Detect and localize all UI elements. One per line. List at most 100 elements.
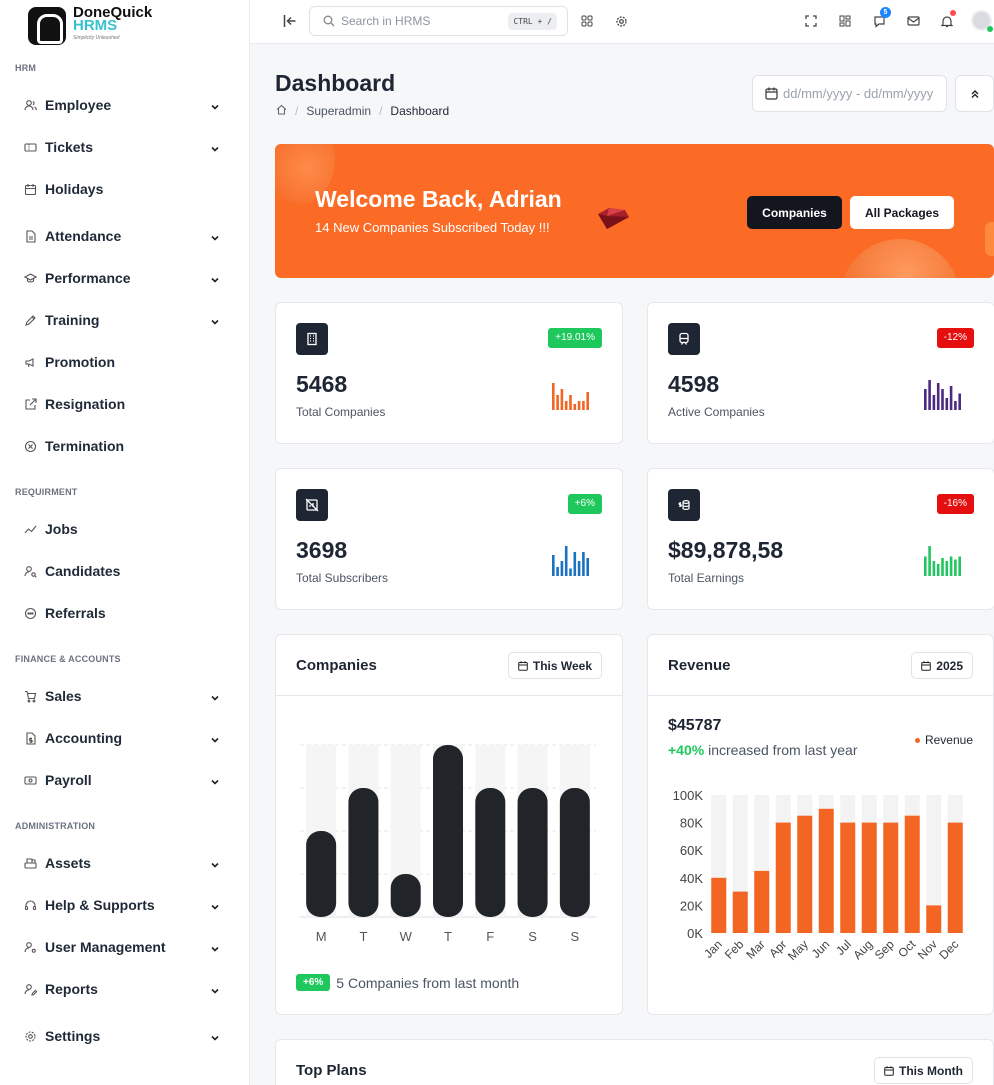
sidebar-item-assets[interactable]: Assets: [24, 852, 224, 874]
revenue-bar: [947, 822, 963, 933]
stat-card-total-subscribers: +6% 3698 Total Subscribers: [275, 468, 623, 610]
chevrons-up-icon: [971, 89, 978, 98]
revenue-growth-text: increased from last year: [708, 742, 858, 758]
chevron-down-icon[interactable]: [210, 690, 220, 708]
sidebar-item-payroll[interactable]: Payroll: [24, 769, 224, 791]
sidebar-item-attendance[interactable]: Attendance: [24, 225, 224, 247]
sidebar-item-referrals[interactable]: Referrals: [24, 602, 224, 624]
stat-card-active-companies: -12% 4598 Active Companies: [647, 302, 994, 444]
sidebar-item-performance[interactable]: Performance: [24, 267, 224, 289]
settings-gear-icon[interactable]: [613, 13, 629, 29]
sidebar-item-termination[interactable]: Termination: [24, 435, 224, 457]
chevron-down-icon[interactable]: [210, 774, 220, 792]
companies-x-label: W: [400, 929, 413, 944]
sidebar-item-label: Assets: [45, 855, 91, 871]
sidebar-item-holidays[interactable]: Holidays: [24, 178, 224, 200]
home-icon[interactable]: [276, 104, 287, 118]
stat-change-badge: -16%: [936, 494, 974, 514]
chevron-down-icon[interactable]: [210, 732, 220, 750]
sidebar-item-tickets[interactable]: Tickets: [24, 136, 224, 158]
sidebar-item-candidates[interactable]: Candidates: [24, 560, 224, 582]
collapse-sidebar-icon[interactable]: [282, 13, 298, 29]
search-input[interactable]: Search in HRMS CTRL + /: [309, 6, 568, 36]
search-icon: [323, 15, 335, 27]
apps-grid-icon[interactable]: [579, 13, 595, 29]
sidebar-item-jobs[interactable]: Jobs: [24, 518, 224, 540]
chevron-down-icon[interactable]: [210, 899, 220, 917]
revenue-bar: [775, 822, 791, 933]
revenue-y-tick: 20K: [680, 898, 703, 913]
sidebar-item-label: Payroll: [45, 772, 92, 788]
revenue-bar: [840, 822, 856, 933]
revenue-x-label: Oct: [895, 937, 919, 961]
chevron-down-icon[interactable]: [210, 314, 220, 332]
chevron-down-icon[interactable]: [210, 99, 220, 117]
sparkline-bar: [560, 389, 564, 410]
companies-button[interactable]: Companies: [747, 196, 842, 229]
companies-bar: [433, 745, 463, 917]
chevron-down-icon[interactable]: [210, 941, 220, 959]
sparkline-bar: [932, 561, 936, 576]
sidebar-section-administration: ADMINISTRATION: [15, 821, 96, 831]
avatar[interactable]: [971, 10, 993, 32]
sidebar-item-label: Sales: [45, 688, 82, 704]
sidebar-item-user-management[interactable]: User Management: [24, 936, 224, 958]
sparkline-bar: [941, 389, 944, 410]
revenue-year-filter[interactable]: 2025: [911, 652, 973, 679]
sidebar-item-reports[interactable]: Reports: [24, 978, 224, 1000]
collapse-header-button[interactable]: [955, 75, 994, 112]
sparkline-bar: [924, 556, 927, 576]
chevron-down-icon[interactable]: [210, 1030, 220, 1048]
sidebar-item-training[interactable]: Training: [24, 309, 224, 331]
breadcrumb-superadmin[interactable]: Superadmin: [306, 104, 372, 118]
stat-value: 4598: [668, 371, 720, 397]
revenue-x-label: Apr: [766, 937, 789, 960]
app-logo[interactable]: DoneQuick HRMS Simplicity Unleashed: [28, 5, 152, 45]
sidebar-item-label: Reports: [45, 981, 98, 997]
chat-icon[interactable]: 5: [871, 7, 891, 29]
sparkline-bar: [552, 383, 555, 410]
companies-chart-card: Companies This Week M T W T F S S +6% 5 Compan…: [275, 634, 623, 1015]
ticket-icon: [24, 141, 37, 154]
date-range-picker[interactable]: dd/mm/yyyy - dd/mm/yyyy: [752, 75, 947, 112]
speakerphone-icon: [24, 356, 37, 369]
topbar: Search in HRMS CTRL + / 5: [250, 0, 994, 44]
chevron-down-icon[interactable]: [210, 272, 220, 290]
sidebar-item-employee[interactable]: Employee: [24, 94, 224, 116]
companies-bar: [306, 831, 337, 917]
chart-off-icon: [296, 489, 328, 521]
stat-change-badge: -12%: [936, 328, 974, 348]
sparkline-bar: [958, 556, 961, 576]
chevron-down-icon[interactable]: [210, 983, 220, 1001]
all-packages-button[interactable]: All Packages: [850, 196, 954, 229]
notification-bell-icon[interactable]: [939, 10, 956, 29]
top-plans-month-filter[interactable]: This Month: [874, 1057, 973, 1084]
sidebar-item-label: Performance: [45, 270, 131, 286]
sidebar-item-resignation[interactable]: Resignation: [24, 393, 224, 415]
companies-week-filter[interactable]: This Week: [507, 652, 602, 679]
cash-register-icon: [24, 857, 37, 870]
sparkline-bar: [552, 555, 555, 576]
stat-change-badge: +19.01%: [548, 328, 602, 348]
calendar-icon: [518, 660, 528, 671]
revenue-x-label: Mar: [743, 937, 768, 962]
sidebar-item-sales[interactable]: Sales: [24, 685, 224, 707]
chevron-down-icon[interactable]: [210, 230, 220, 248]
sidebar-item-settings[interactable]: Settings: [24, 1025, 224, 1047]
sidebar-item-label: User Management: [45, 939, 166, 955]
dashboard-layout-icon[interactable]: [837, 13, 853, 29]
fullscreen-icon[interactable]: [803, 13, 819, 29]
sidebar-item-promotion[interactable]: Promotion: [24, 351, 224, 373]
sparkline-bar: [945, 398, 949, 410]
chevron-down-icon[interactable]: [210, 857, 220, 875]
online-status-dot: [987, 26, 993, 32]
revenue-legend: Revenue: [914, 733, 973, 747]
sparkline-bar: [569, 568, 572, 576]
sidebar-item-label: Attendance: [45, 228, 122, 244]
mail-icon[interactable]: [905, 13, 921, 29]
sidebar-item-accounting[interactable]: Accounting: [24, 727, 224, 749]
sidebar: DoneQuick HRMS Simplicity Unleashed HRM E…: [0, 0, 250, 1085]
chevron-down-icon[interactable]: [210, 141, 220, 159]
sidebar-item-help-supports[interactable]: Help & Supports: [24, 894, 224, 916]
